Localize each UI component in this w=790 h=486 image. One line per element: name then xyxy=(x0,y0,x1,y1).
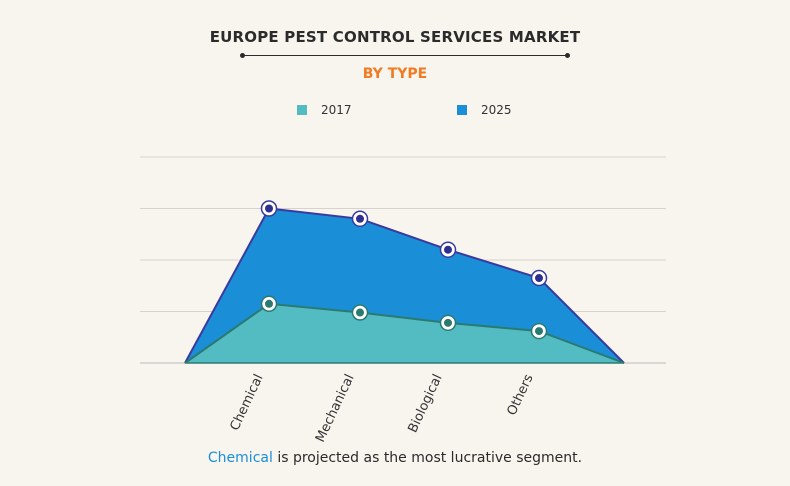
x-tick-label-mechanical: Mechanical xyxy=(313,372,358,445)
line-2025 xyxy=(184,207,625,364)
line-2017 xyxy=(184,302,625,364)
legend-label-2017: 2017 xyxy=(321,103,352,117)
legend-swatch-2017 xyxy=(297,105,307,115)
x-tick-label-biological: Biological xyxy=(406,372,446,435)
marker-2017-biological xyxy=(444,318,452,327)
marker-2025-chemical xyxy=(265,204,273,213)
divider-dot-right xyxy=(565,53,570,58)
x-tick-label-chemical: Chemical xyxy=(228,372,267,433)
x-tick-label-others: Others xyxy=(505,372,537,418)
legend-item-2025: 2025 xyxy=(457,103,512,117)
marker-2025-others xyxy=(535,274,543,283)
marker-2017-others xyxy=(535,327,543,336)
marker-2025-mechanical xyxy=(356,214,364,223)
marker-2017-mechanical xyxy=(356,308,364,317)
legend-label-2025: 2025 xyxy=(481,103,512,117)
divider-dot-left xyxy=(240,53,245,58)
marker-2017-chemical xyxy=(265,299,273,308)
footer-text: is projected as the most lucrative segme… xyxy=(272,450,583,466)
area-2017 xyxy=(185,303,624,363)
marker-2025-biological xyxy=(444,245,452,254)
legend-item-2017: 2017 xyxy=(297,103,352,117)
chart-subtitle: BY TYPE xyxy=(362,66,428,82)
footer-note: Chemical is projected as the most lucrat… xyxy=(0,450,790,466)
legend-swatch-2025 xyxy=(457,105,467,115)
title-divider xyxy=(240,53,570,58)
footer-highlight: Chemical xyxy=(207,450,273,466)
chart-title: EUROPE PEST CONTROL SERVICES MARKET xyxy=(209,28,581,46)
